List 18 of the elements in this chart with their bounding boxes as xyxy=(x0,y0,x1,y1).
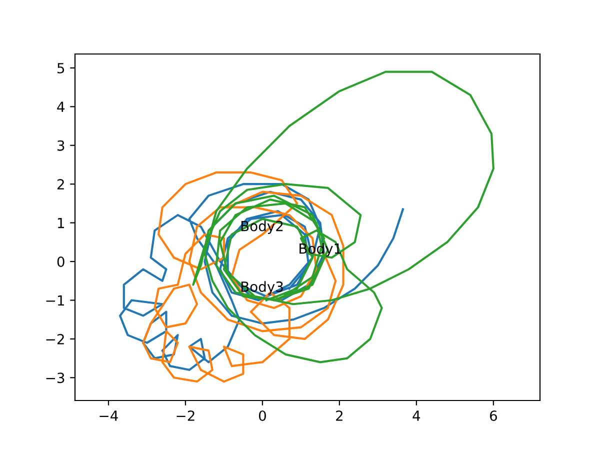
y-tick-label: 3 xyxy=(58,140,64,151)
x-tick-label: 4 xyxy=(412,410,420,421)
line-series xyxy=(192,70,494,364)
x-tick-label: 6 xyxy=(490,410,497,421)
y-tick-label: −2 xyxy=(46,334,64,344)
x-tick-label: −4 xyxy=(100,410,118,421)
y-tick-label: −1 xyxy=(46,295,64,306)
y-tick-label: 1 xyxy=(58,218,64,228)
y-tick-label: −3 xyxy=(46,372,64,384)
x-tick-label: 0 xyxy=(258,410,266,421)
x-tick-label: 2 xyxy=(336,410,342,421)
line-series xyxy=(118,183,404,371)
y-tick-label: 2 xyxy=(57,179,64,190)
x-tick-label: −2 xyxy=(176,410,194,421)
y-tick-label: 0 xyxy=(57,256,64,267)
y-tick-label: 5 xyxy=(58,63,64,74)
y-tick-label: 4 xyxy=(57,102,64,112)
line-series xyxy=(142,171,344,383)
